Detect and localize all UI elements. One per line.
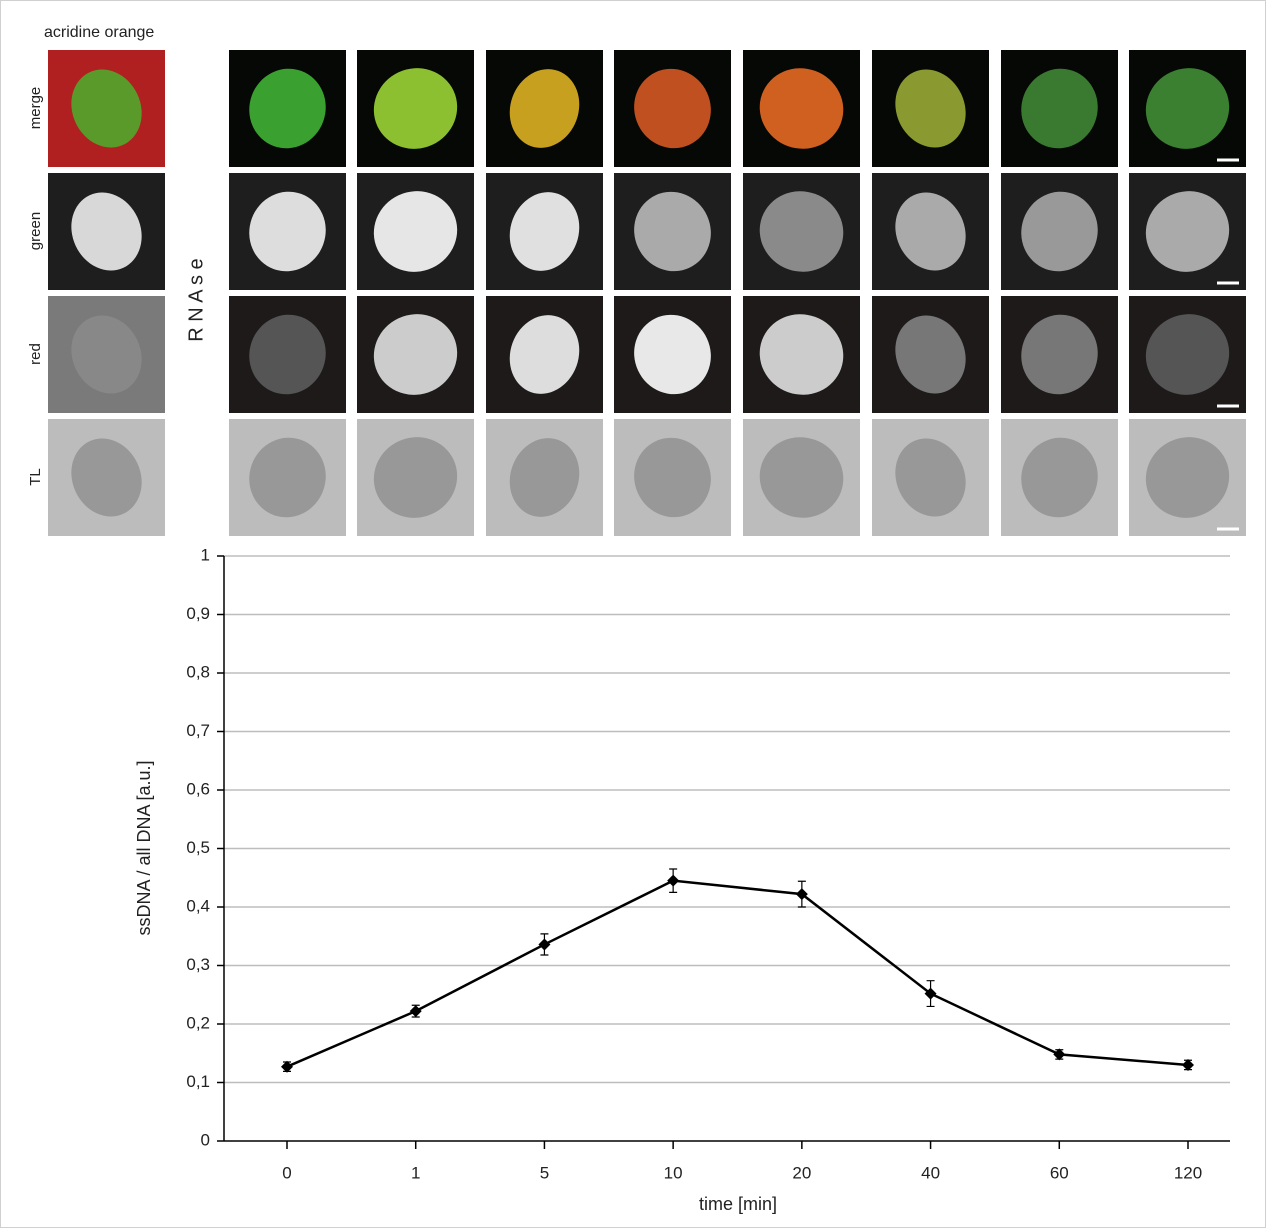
y-tick-label: 1 <box>201 545 210 564</box>
y-axis-label: ssDNA / all DNA [a.u.] <box>134 760 154 935</box>
row-label: TL <box>27 468 44 486</box>
y-tick-label: 0 <box>201 1130 210 1149</box>
x-tick-label: 60 <box>1050 1163 1069 1182</box>
row-label: merge <box>27 87 44 130</box>
y-tick-label: 0,6 <box>186 779 210 798</box>
y-tick-label: 0,3 <box>186 955 210 974</box>
x-tick-label: 120 <box>1174 1163 1202 1182</box>
x-tick-label: 40 <box>921 1163 940 1182</box>
side-label: R N A s e <box>185 258 207 341</box>
panel-title: acridine orange <box>44 24 154 41</box>
y-tick-label: 0,2 <box>186 1013 210 1032</box>
x-tick-label: 0 <box>282 1163 291 1182</box>
y-tick-label: 0,8 <box>186 662 210 681</box>
figure: acridine orange merge green red TL R N A… <box>0 0 1266 1228</box>
x-tick-label: 20 <box>792 1163 811 1182</box>
row-label: red <box>27 343 44 365</box>
x-tick-label: 5 <box>540 1163 549 1182</box>
y-tick-label: 0,9 <box>186 604 210 623</box>
y-tick-label: 0,7 <box>186 721 210 740</box>
y-tick-label: 0,5 <box>186 838 210 857</box>
x-tick-label: 1 <box>411 1163 420 1182</box>
y-tick-label: 0,4 <box>186 896 210 915</box>
row-label: green <box>27 212 44 250</box>
x-axis-label: time [min] <box>699 1194 777 1214</box>
x-tick-label: 10 <box>664 1163 683 1182</box>
y-tick-label: 0,1 <box>186 1072 210 1091</box>
